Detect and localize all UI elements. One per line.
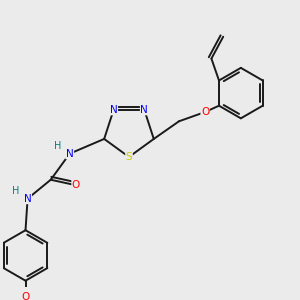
Text: O: O: [21, 292, 30, 300]
Text: N: N: [110, 105, 118, 115]
Text: H: H: [54, 141, 61, 151]
Text: H: H: [12, 186, 20, 196]
Text: N: N: [66, 149, 74, 159]
Text: N: N: [24, 194, 32, 204]
Text: O: O: [201, 107, 209, 117]
Text: O: O: [72, 180, 80, 190]
Text: N: N: [140, 105, 148, 115]
Text: S: S: [126, 152, 132, 162]
